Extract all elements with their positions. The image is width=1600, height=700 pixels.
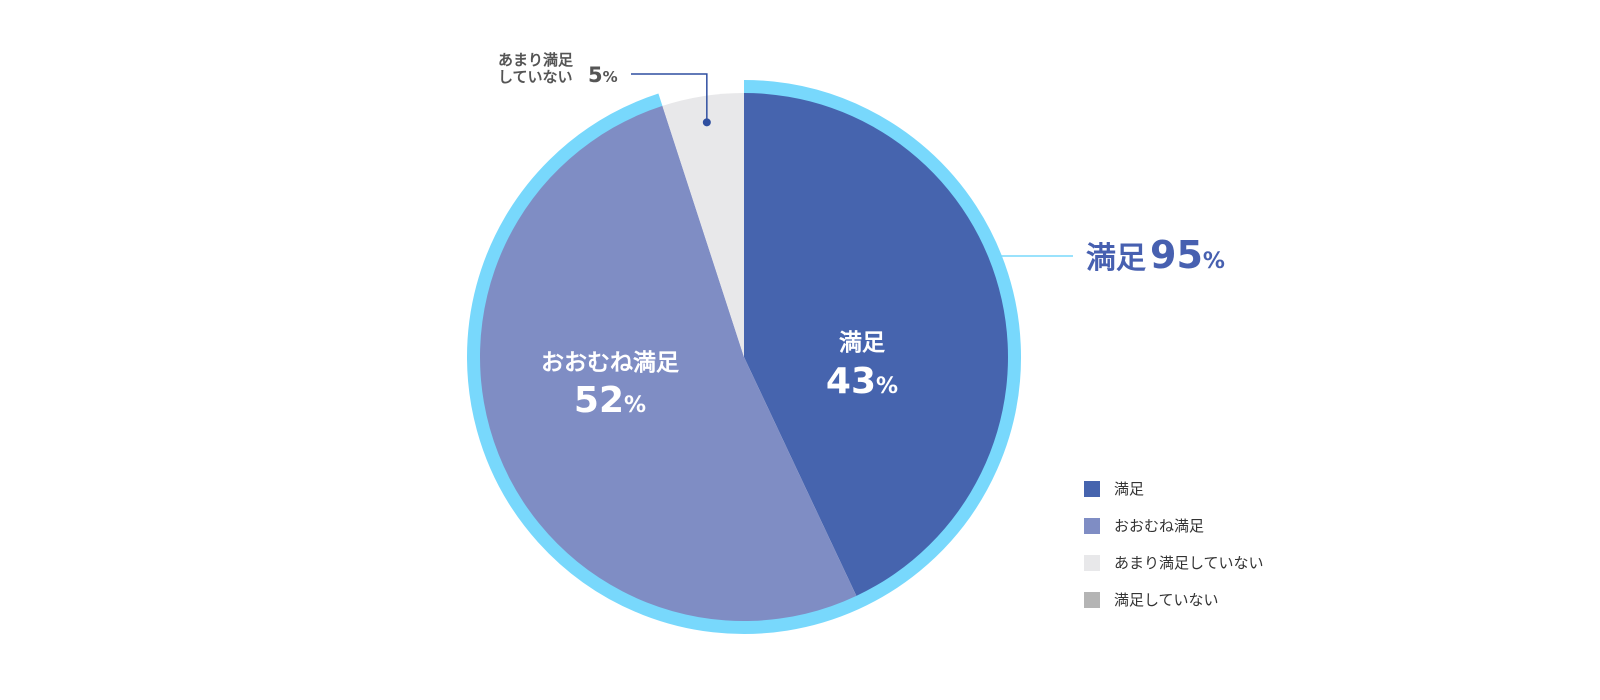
callout-label-line1: あまり満足 [498,51,574,69]
legend-item-not-satisfied: 満足していない [1084,581,1264,618]
legend: 満足 おおむね満足 あまり満足していない 満足していない [1084,470,1264,618]
callout-value-not-very-satisfied: 5% [588,63,618,87]
slice-label-mostly-satisfied: おおむね満足 [541,350,679,376]
pie-slice-mostly [480,105,857,621]
legend-swatch-not-very-satisfied [1084,554,1100,571]
legend-label-not-satisfied: 満足していない [1114,591,1219,609]
highlight-ring [467,80,1021,634]
legend-item-satisfied: 満足 [1084,470,1264,507]
legend-swatch-not-satisfied [1084,591,1100,608]
legend-label-not-very-satisfied: あまり満足していない [1114,554,1264,572]
slice-value-satisfied: 43% [826,361,898,402]
callout-label-line2: していない [498,68,573,86]
legend-swatch-mostly-satisfied [1084,517,1100,534]
legend-swatch-satisfied [1084,480,1100,497]
legend-label-satisfied: 満足 [1114,480,1145,498]
callout-line-not-very-satisfied [631,73,708,123]
pie-slice-satisfied [744,93,1009,596]
summary-total-satisfied: 満足 95% [1086,233,1225,277]
slice-label-satisfied: 満足 [839,330,885,356]
pie-slice-not-very [662,93,744,357]
slice-value-mostly-satisfied: 52% [574,380,646,421]
legend-label-mostly-satisfied: おおむね満足 [1114,517,1205,535]
legend-item-not-very-satisfied: あまり満足していない [1084,544,1264,581]
callout-dot-not-very-satisfied [702,118,711,127]
legend-item-mostly-satisfied: おおむね満足 [1084,507,1264,544]
